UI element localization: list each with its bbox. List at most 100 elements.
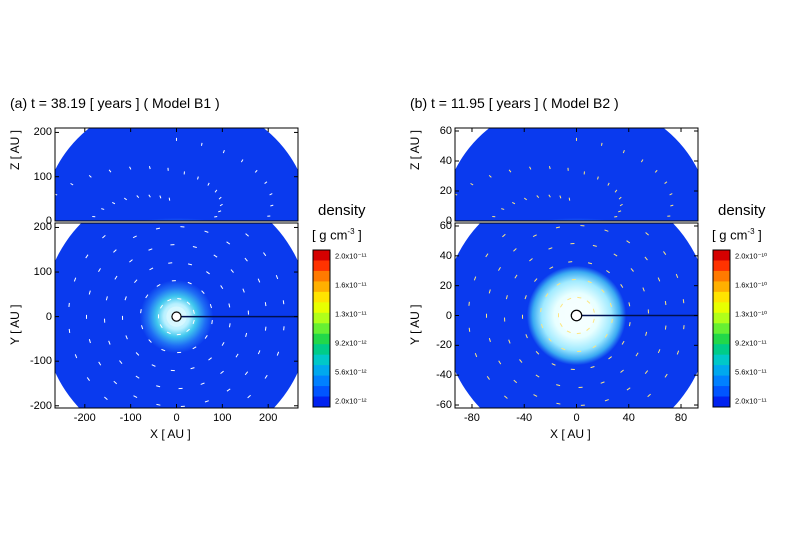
colorbar-segment	[313, 281, 330, 292]
xtick-label: 200	[259, 412, 277, 424]
xtick-label: 100	[213, 412, 231, 424]
top-velocity-vector	[601, 143, 602, 146]
colorbar-segment	[713, 355, 730, 366]
colorbar-segment	[713, 302, 730, 313]
top-ytick-label: 40	[440, 155, 452, 167]
panel-a-bottom-ylabel: Y [ AU ]	[8, 305, 22, 345]
colorbar-tick-label: 1.6x10⁻¹¹	[335, 281, 366, 290]
panel-b-colorbar-unit: [ g cm-3 ]	[712, 227, 762, 242]
velocity-vector	[69, 329, 70, 333]
colorbar-tick-label: 2.0x10⁻¹²	[335, 397, 366, 406]
colorbar-segment	[313, 250, 330, 261]
top-velocity-vector	[169, 198, 170, 201]
colorbar-segment	[713, 323, 730, 334]
panel-b-xlabel: X [ AU ]	[550, 427, 591, 441]
panel-a-xlabel: X [ AU ]	[150, 427, 191, 441]
top-ytick-label: 20	[440, 185, 452, 197]
velocity-vector	[577, 297, 581, 298]
bottom-ytick-label: 0	[446, 310, 452, 322]
colorbar-segment	[313, 302, 330, 313]
top-velocity-vector	[201, 143, 202, 146]
colorbar-segment	[713, 292, 730, 303]
central-sink	[172, 312, 181, 321]
velocity-vector	[283, 300, 284, 304]
velocity-vector	[141, 309, 142, 313]
velocity-vector	[469, 328, 470, 332]
bottom-ytick-label: -20	[436, 339, 452, 351]
bottom-ytick-label: 20	[440, 280, 452, 292]
xtick-label: 80	[675, 412, 687, 424]
panel-a-colorbar-unit: [ g cm-3 ]	[312, 227, 362, 242]
colorbar-tick-label: 5.6x10⁻¹²	[335, 368, 366, 377]
velocity-vector	[629, 322, 630, 326]
colorbar-segment	[713, 281, 730, 292]
velocity-vector	[202, 421, 206, 422]
colorbar-segment	[713, 344, 730, 355]
bottom-ytick-label: -100	[30, 355, 52, 367]
velocity-vector	[602, 420, 606, 421]
colorbar-segment	[313, 376, 330, 387]
velocity-vector	[212, 320, 213, 324]
velocity-vector	[612, 319, 613, 323]
velocity-vector	[665, 301, 666, 305]
bottom-ytick-label: 200	[34, 221, 52, 233]
colorbar-segment	[313, 334, 330, 345]
panel-b-top-ylabel: Z [ AU ]	[408, 130, 422, 170]
colorbar-tick-label: 9.2x10⁻¹²	[335, 339, 366, 348]
velocity-vector	[177, 334, 181, 335]
top-ytick-label: 100	[34, 171, 52, 183]
bottom-ytick-label: 100	[34, 266, 52, 278]
colorbar-segment	[713, 376, 730, 387]
colorbar-segment	[313, 271, 330, 282]
panel-b: (b) t = 11.95 [ years ] ( Model B2 ) Z […	[400, 0, 800, 533]
colorbar-tick-label: 2.0x10⁻¹⁰	[735, 252, 767, 261]
colorbar-segment	[713, 260, 730, 271]
bottom-ytick-label: -200	[30, 400, 52, 412]
colorbar-segment	[713, 250, 730, 261]
xtick-label: -100	[120, 412, 142, 424]
colorbar-segment	[313, 386, 330, 397]
top-density-dome	[443, 98, 710, 221]
panel-a-colorbar-title: density	[318, 202, 366, 219]
xtick-label: 0	[573, 412, 579, 424]
panel-a: (a) t = 38.19 [ years ] ( Model B1 ) Z […	[0, 0, 400, 533]
panel-a-plot	[0, 0, 400, 533]
top-velocity-vector	[214, 216, 217, 217]
colorbar-tick-label: 9.2x10⁻¹¹	[735, 339, 766, 348]
central-sink	[571, 310, 581, 320]
xtick-label: 40	[623, 412, 635, 424]
top-velocity-vector	[614, 216, 617, 217]
colorbar-segment	[713, 397, 730, 408]
colorbar-segment	[713, 313, 730, 324]
velocity-vector	[265, 327, 266, 331]
velocity-vector	[265, 302, 266, 306]
colorbar-segment	[313, 313, 330, 324]
velocity-vector	[177, 299, 181, 300]
panel-b-colorbar-title: density	[718, 202, 766, 219]
colorbar-segment	[713, 365, 730, 376]
velocity-vector	[541, 308, 542, 312]
panel-b-plot	[400, 0, 800, 533]
colorbar-tick-label: 2.0x10⁻¹¹	[335, 252, 366, 261]
xtick-label: -80	[464, 412, 480, 424]
bottom-ytick-label: 60	[440, 220, 452, 232]
colorbar-segment	[313, 344, 330, 355]
colorbar-segment	[313, 365, 330, 376]
top-ytick-label: 200	[34, 126, 52, 138]
velocity-vector	[665, 326, 666, 330]
colorbar-segment	[313, 355, 330, 366]
colorbar-segment	[713, 271, 730, 282]
colorbar-segment	[713, 334, 730, 345]
bottom-subplot-field	[443, 182, 710, 449]
xtick-label: 0	[173, 412, 179, 424]
colorbar-segment	[313, 397, 330, 408]
velocity-vector	[150, 421, 154, 422]
colorbar-tick-label: 1.6x10⁻¹⁰	[735, 281, 767, 290]
top-velocity-vector	[569, 198, 570, 201]
colorbar-tick-label: 5.6x10⁻¹¹	[735, 368, 766, 377]
colorbar-tick-label: 1.3x10⁻¹¹	[335, 310, 366, 319]
colorbar-tick-label: 2.0x10⁻¹¹	[735, 397, 766, 406]
panel-a-top-ylabel: Z [ AU ]	[8, 130, 22, 170]
colorbar-segment	[313, 260, 330, 271]
colorbar-segment	[313, 323, 330, 334]
